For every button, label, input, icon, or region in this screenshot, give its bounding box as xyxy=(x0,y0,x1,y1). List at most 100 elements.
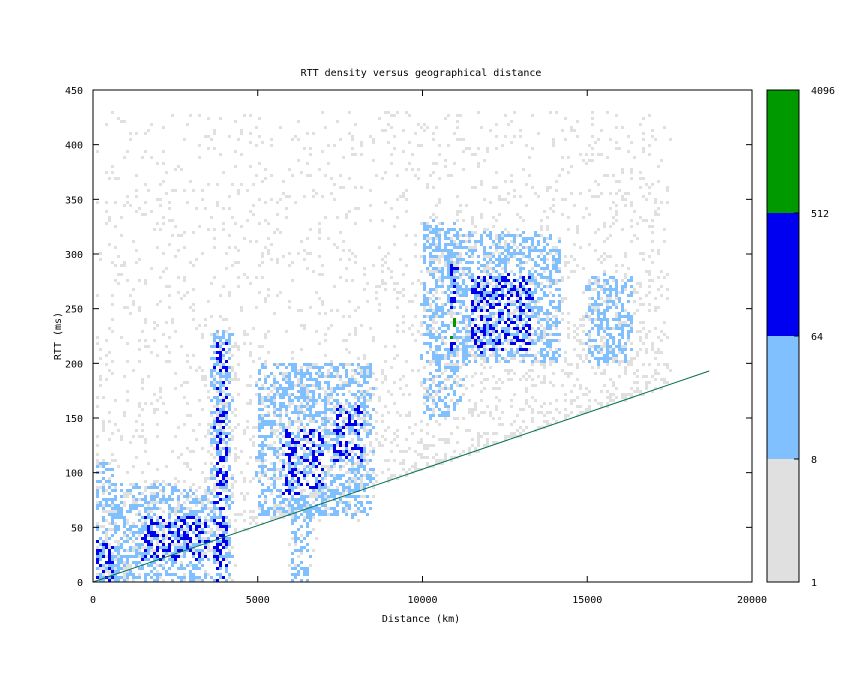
heatmap-cell xyxy=(225,402,228,405)
heatmap-cell xyxy=(279,387,282,390)
heatmap-cell xyxy=(498,354,501,357)
heatmap-cell xyxy=(663,363,666,366)
heatmap-cell xyxy=(294,567,297,570)
heatmap-cell xyxy=(321,489,324,492)
heatmap-cell xyxy=(360,384,363,387)
heatmap-cell xyxy=(381,264,384,267)
heatmap-cell xyxy=(153,480,156,483)
heatmap-cell xyxy=(291,495,294,498)
heatmap-cell xyxy=(279,231,282,234)
heatmap-cell xyxy=(303,399,306,402)
heatmap-cell xyxy=(177,540,180,543)
heatmap-cell xyxy=(291,393,294,396)
heatmap-cell xyxy=(111,372,114,375)
heatmap-cell xyxy=(324,333,327,336)
heatmap-cell xyxy=(312,195,315,198)
heatmap-cell xyxy=(171,531,174,534)
heatmap-cell xyxy=(189,486,192,489)
heatmap-cell xyxy=(114,495,117,498)
heatmap-cell xyxy=(267,387,270,390)
heatmap-cell xyxy=(327,429,330,432)
heatmap-cell xyxy=(132,531,135,534)
heatmap-cell xyxy=(315,414,318,417)
heatmap-cell xyxy=(444,348,447,351)
heatmap-cell xyxy=(531,408,534,411)
heatmap-cell xyxy=(210,492,213,495)
heatmap-cell xyxy=(237,261,240,264)
heatmap-cell xyxy=(447,363,450,366)
heatmap-cell xyxy=(438,399,441,402)
heatmap-cell xyxy=(651,225,654,228)
heatmap-cell xyxy=(261,276,264,279)
heatmap-cell xyxy=(138,528,141,531)
heatmap-cell xyxy=(543,312,546,315)
heatmap-cell xyxy=(435,390,438,393)
heatmap-cell xyxy=(450,261,453,264)
heatmap-cell xyxy=(147,549,150,552)
heatmap-cell xyxy=(276,408,279,411)
heatmap-cell xyxy=(366,393,369,396)
heatmap-cell xyxy=(474,447,477,450)
heatmap-cell xyxy=(330,438,333,441)
heatmap-cell xyxy=(168,516,171,519)
heatmap-cell xyxy=(333,510,336,513)
heatmap-cell xyxy=(297,483,300,486)
heatmap-cell xyxy=(213,384,216,387)
heatmap-cell xyxy=(168,351,171,354)
heatmap-cell xyxy=(99,525,102,528)
heatmap-cell xyxy=(645,336,648,339)
heatmap-cell xyxy=(501,198,504,201)
heatmap-cell xyxy=(171,450,174,453)
heatmap-cell xyxy=(471,384,474,387)
heatmap-cell xyxy=(144,339,147,342)
heatmap-cell xyxy=(579,192,582,195)
heatmap-cell xyxy=(393,225,396,228)
heatmap-cell xyxy=(363,369,366,372)
heatmap-cell xyxy=(291,462,294,465)
heatmap-cell xyxy=(330,177,333,180)
heatmap-cell xyxy=(459,276,462,279)
heatmap-cell xyxy=(654,357,657,360)
heatmap-cell xyxy=(639,186,642,189)
heatmap-cell xyxy=(444,414,447,417)
heatmap-cell xyxy=(390,474,393,477)
heatmap-cell xyxy=(486,327,489,330)
heatmap-cell xyxy=(456,399,459,402)
heatmap-cell xyxy=(168,285,171,288)
heatmap-cell xyxy=(642,363,645,366)
heatmap-cell xyxy=(147,486,150,489)
heatmap-cell xyxy=(282,180,285,183)
heatmap-cell xyxy=(336,450,339,453)
heatmap-cell xyxy=(168,495,171,498)
heatmap-cell xyxy=(342,411,345,414)
heatmap-cell xyxy=(141,423,144,426)
heatmap-cell xyxy=(228,375,231,378)
heatmap-cell xyxy=(213,375,216,378)
heatmap-cell xyxy=(228,342,231,345)
heatmap-cell xyxy=(300,369,303,372)
heatmap-cell xyxy=(555,315,558,318)
heatmap-cell xyxy=(144,282,147,285)
heatmap-cell xyxy=(420,456,423,459)
heatmap-cell xyxy=(291,420,294,423)
heatmap-cell xyxy=(453,351,456,354)
heatmap-cell xyxy=(354,414,357,417)
heatmap-cell xyxy=(183,579,186,582)
heatmap-cell xyxy=(207,429,210,432)
heatmap-cell xyxy=(435,246,438,249)
heatmap-cell xyxy=(324,444,327,447)
heatmap-cell xyxy=(411,324,414,327)
heatmap-cell xyxy=(192,516,195,519)
heatmap-cell xyxy=(129,555,132,558)
heatmap-cell xyxy=(522,168,525,171)
heatmap-cell xyxy=(453,234,456,237)
heatmap-cell xyxy=(423,249,426,252)
heatmap-cell xyxy=(117,525,120,528)
heatmap-cell xyxy=(660,270,663,273)
heatmap-cell xyxy=(327,450,330,453)
heatmap-cell xyxy=(156,570,159,573)
heatmap-cell xyxy=(462,315,465,318)
heatmap-cell xyxy=(333,462,336,465)
heatmap-cell xyxy=(480,126,483,129)
heatmap-cell xyxy=(114,504,117,507)
